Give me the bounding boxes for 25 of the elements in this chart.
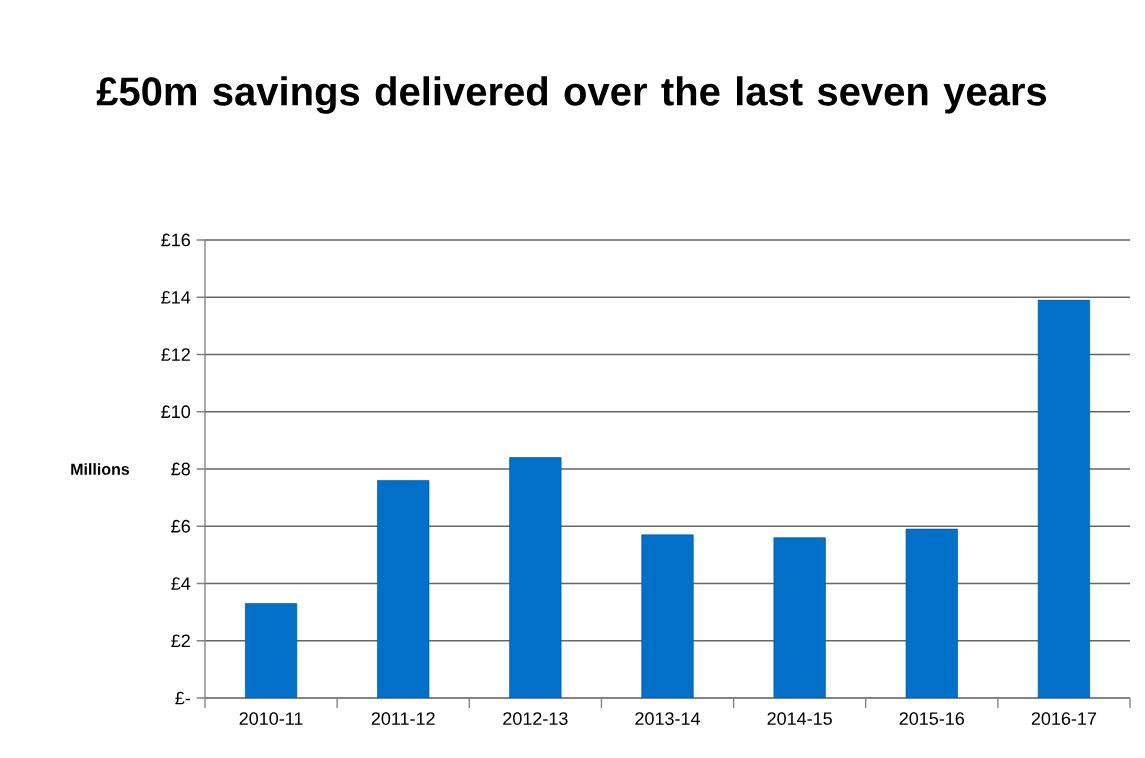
y-tick-label: £4 bbox=[171, 577, 191, 590]
x-tick-label: 2011-12 bbox=[371, 712, 435, 725]
bar bbox=[244, 603, 298, 698]
bar bbox=[641, 534, 694, 698]
bar bbox=[1037, 299, 1091, 698]
x-tick-label: 2012-13 bbox=[503, 712, 568, 725]
y-tick-label: £2 bbox=[171, 634, 190, 648]
x-tick-label: 2014-15 bbox=[767, 712, 832, 725]
y-axis-title: Millions bbox=[71, 463, 130, 475]
bar bbox=[773, 537, 826, 698]
x-tick-label: 2016-17 bbox=[1031, 712, 1097, 725]
y-tick-label: £12 bbox=[161, 348, 190, 361]
x-tick-label: 2010-11 bbox=[239, 712, 303, 725]
x-tick-label: 2015-16 bbox=[899, 712, 965, 725]
y-tick-label: £6 bbox=[171, 519, 190, 533]
x-tick-label: 2013-14 bbox=[635, 712, 700, 725]
bar bbox=[509, 457, 562, 698]
chart-title: £50m savings delivered over the last seven years bbox=[96, 76, 1047, 114]
bar bbox=[377, 480, 430, 698]
bar bbox=[905, 528, 958, 698]
y-tick-label: £10 bbox=[161, 405, 191, 419]
y-tick-label: £8 bbox=[171, 462, 190, 476]
y-tick-label: £- bbox=[175, 691, 190, 705]
y-tick-label: £16 bbox=[161, 233, 190, 247]
y-tick-label: £14 bbox=[161, 290, 191, 304]
